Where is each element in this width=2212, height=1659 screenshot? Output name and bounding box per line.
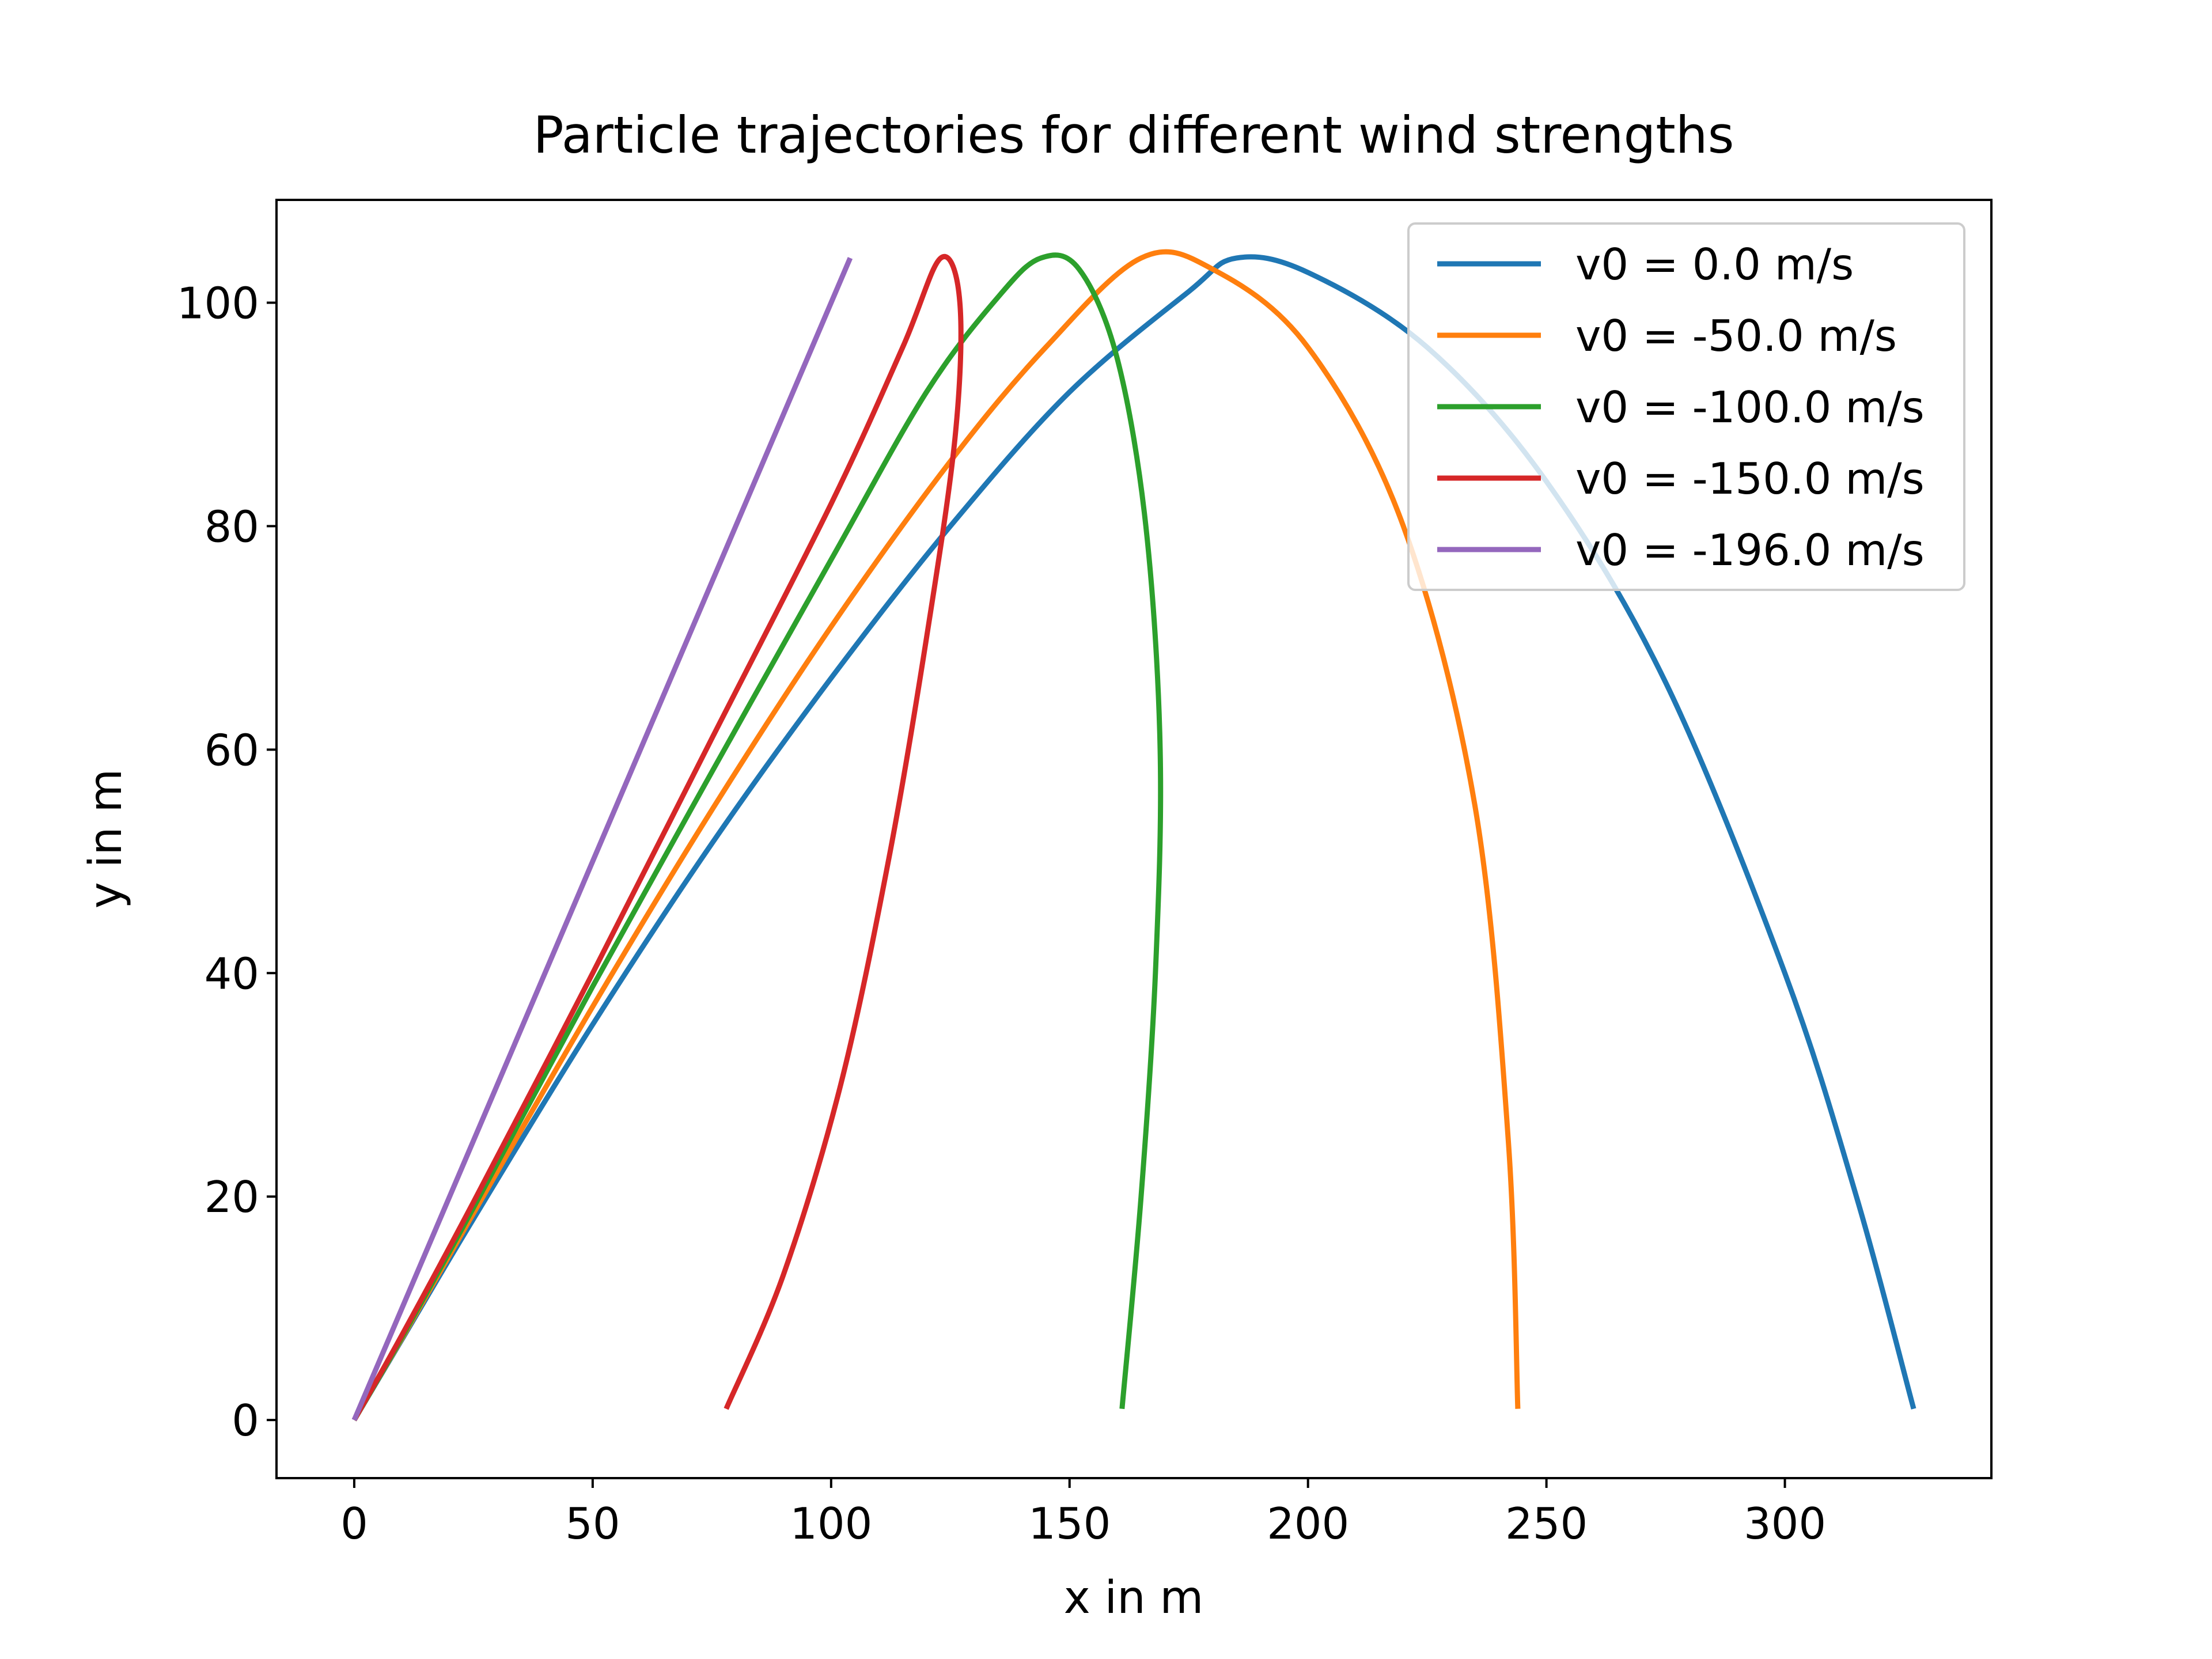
x-tick-label: 0 (340, 1498, 368, 1549)
legend: v0 = 0.0 m/s v0 = -50.0 m/s v0 = -100.0 m/… (1407, 222, 1965, 591)
legend-label-4: v0 = -150.0 m/s (1575, 453, 1925, 504)
y-axis-label: y in m (80, 769, 132, 909)
legend-label-5: v0 = -196.0 m/s (1575, 525, 1925, 575)
y-axis-ticks: 0 20 40 60 80 100 (177, 278, 276, 1446)
x-tick-label: 150 (1028, 1498, 1111, 1549)
series-line-5 (351, 257, 853, 1421)
y-tick-label: 60 (204, 725, 259, 775)
legend-label-3: v0 = -100.0 m/s (1575, 382, 1925, 433)
x-axis-label: x in m (1064, 1572, 1204, 1624)
y-tick-label: 80 (204, 501, 259, 552)
series-line-3 (352, 252, 1164, 1422)
series-line-2 (352, 249, 1521, 1422)
series-line-1 (352, 254, 1916, 1422)
x-tick-label: 200 (1267, 1498, 1349, 1549)
x-axis-ticks: 0 50 100 150 200 250 300 (340, 1478, 1826, 1549)
x-tick-label: 100 (790, 1498, 872, 1549)
y-tick-label: 40 (204, 948, 259, 999)
y-tick-label: 0 (232, 1395, 259, 1446)
series-line-4 (351, 254, 964, 1422)
chart-title: Particle trajectories for different wind… (533, 105, 1734, 165)
legend-label-2: v0 = -50.0 m/s (1575, 310, 1897, 361)
legend-label-1: v0 = 0.0 m/s (1575, 239, 1854, 290)
legend-box (1407, 222, 1965, 591)
series-lines (351, 249, 1916, 1422)
x-tick-label: 50 (565, 1498, 620, 1549)
x-tick-label: 300 (1744, 1498, 1826, 1549)
y-tick-label: 20 (204, 1172, 259, 1222)
y-tick-label: 100 (177, 278, 259, 328)
x-tick-label: 250 (1505, 1498, 1588, 1549)
